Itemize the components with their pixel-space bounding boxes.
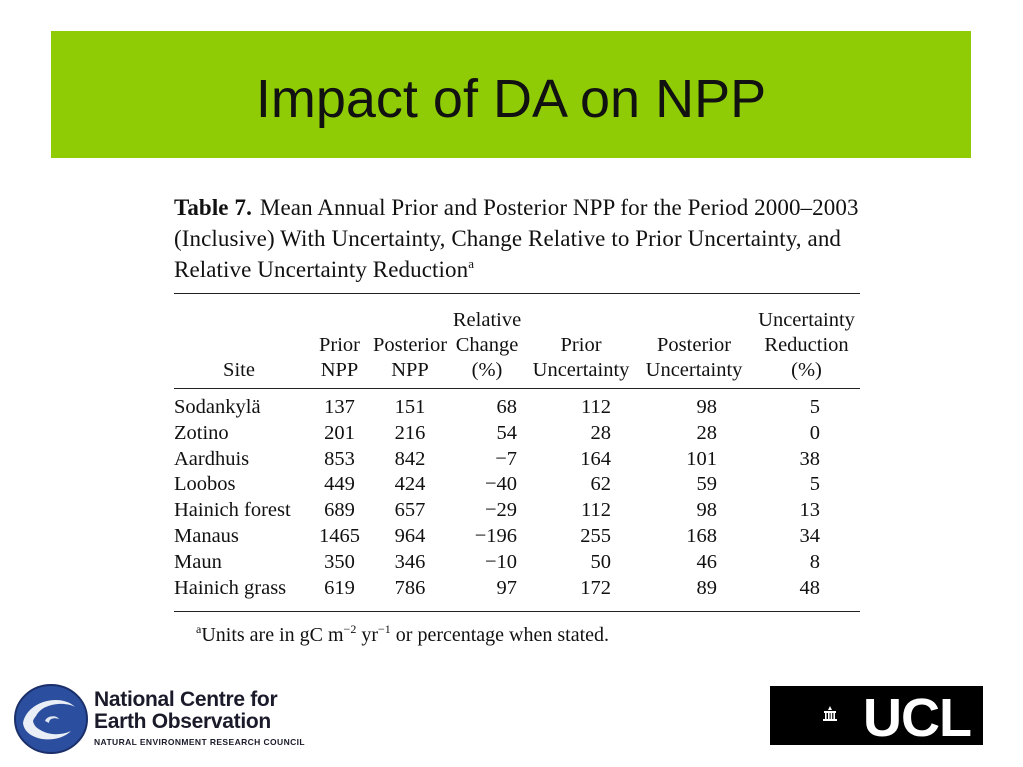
ncoe-council-line: NATURAL ENVIRONMENT RESEARCH COUNCIL: [94, 737, 306, 747]
cell-site: Manaus: [174, 524, 239, 547]
cell-posterior-npp: 216: [394, 421, 426, 444]
cell-site: Maun: [174, 550, 222, 573]
ncoe-wordmark: National Centre for Earth Observation NA…: [94, 688, 306, 748]
table-header: Site Prior NPP Posterior NPP Relative Chang…: [172, 303, 860, 383]
title-bar: Impact of DA on NPP: [51, 31, 971, 158]
cell-prior-uncertainty: 62: [590, 473, 612, 496]
cell-posterior-uncertainty: 168: [686, 524, 718, 547]
header-uncertainty-reduction: Uncertainty Reduction (%): [758, 309, 855, 381]
swirl-globe-icon: [14, 684, 88, 754]
cell-posterior-uncertainty: 89: [696, 576, 718, 599]
footnote-exponent: −1: [378, 622, 391, 636]
ncoe-name-line2: Earth Observation: [94, 710, 271, 733]
footnote-text: or percentage when stated.: [390, 624, 610, 646]
cell-uncertainty-reduction: 0: [809, 421, 821, 444]
cell-uncertainty-reduction: 38: [799, 447, 821, 470]
cell-relative-change: −40: [484, 473, 518, 496]
cell-uncertainty-reduction: 5: [809, 473, 821, 496]
table-row: Maun 350 346 −10 50 46 8: [172, 550, 860, 576]
header-site: Site: [223, 359, 255, 381]
cell-prior-uncertainty: 28: [590, 421, 612, 444]
cell-prior-uncertainty: 50: [590, 550, 612, 573]
cell-posterior-npp: 657: [394, 499, 426, 522]
cell-posterior-npp: 151: [394, 396, 426, 418]
cell-uncertainty-reduction: 34: [799, 524, 821, 547]
header-posterior-npp: Posterior NPP: [373, 334, 448, 381]
table-row: Zotino 201 216 54 28 28 0: [172, 421, 860, 447]
cell-posterior-npp: 786: [394, 576, 426, 599]
cell-site: Hainich grass: [174, 576, 287, 599]
header-posterior-uncertainty: Posterior Uncertainty: [645, 334, 743, 381]
cell-prior-npp: 1465: [319, 524, 360, 547]
cell-prior-uncertainty: 112: [581, 396, 612, 418]
cell-site: Aardhuis: [174, 447, 250, 470]
cell-posterior-npp: 424: [394, 473, 426, 496]
table-row: Hainich grass 619 786 97 172 89 48: [172, 576, 860, 602]
table-bottom-rule: [174, 611, 860, 612]
cell-prior-npp: 689: [324, 499, 355, 522]
cell-relative-change: 54: [496, 421, 518, 444]
cell-relative-change: −7: [495, 447, 518, 470]
table-header-rule: [174, 388, 860, 389]
table-footnote: aUnits are in gC m−2 yr−1 or percentage …: [196, 622, 609, 648]
cell-prior-uncertainty: 164: [580, 447, 612, 470]
npp-table: Site Prior NPP Posterior NPP Relative Chang…: [172, 303, 860, 601]
cell-uncertainty-reduction: 13: [799, 499, 821, 522]
footnote-text: yr: [356, 624, 378, 646]
cell-prior-uncertainty: 255: [580, 524, 612, 547]
cell-posterior-npp: 346: [394, 550, 426, 573]
caption-text: Mean Annual Prior and Posterior NPP for …: [174, 195, 859, 282]
ucl-logo: UCL: [770, 686, 983, 748]
header-prior-uncertainty: Prior Uncertainty: [532, 334, 630, 381]
table-caption: Table 7. Mean Annual Prior and Posterior …: [174, 192, 864, 285]
cell-prior-npp: 201: [324, 421, 355, 444]
table-top-rule: [174, 293, 860, 294]
ncoe-logo: [13, 683, 333, 755]
cell-relative-change: −10: [484, 550, 518, 573]
cell-posterior-uncertainty: 28: [696, 421, 718, 444]
cell-posterior-npp: 842: [394, 447, 426, 470]
header-prior-npp: Prior NPP: [319, 334, 360, 381]
cell-posterior-uncertainty: 101: [686, 447, 718, 470]
table-row: Sodankylä 137 151 68 112 98 5: [172, 395, 860, 421]
table-row: Hainich forest 689 657 −29 112 98 13: [172, 498, 860, 524]
cell-uncertainty-reduction: 8: [809, 550, 821, 573]
cell-relative-change: −29: [484, 499, 518, 522]
table-row: Manaus 1465 964 −196 255 168 34: [172, 524, 860, 550]
cell-prior-npp: 137: [324, 396, 355, 418]
cell-posterior-uncertainty: 98: [696, 499, 718, 522]
cell-posterior-uncertainty: 98: [696, 396, 718, 418]
cell-relative-change: 68: [496, 396, 518, 418]
cell-relative-change: −196: [474, 524, 518, 547]
cell-prior-npp: 350: [324, 550, 355, 573]
cell-site: Sodankylä: [174, 396, 261, 418]
cell-posterior-uncertainty: 46: [696, 550, 718, 573]
footnote-text: Units are in gC m: [201, 624, 344, 646]
portico-icon: [823, 706, 837, 721]
header-relative-change: Relative Change (%): [452, 309, 522, 381]
slide-title: Impact of DA on NPP: [255, 69, 767, 129]
cell-prior-npp: 619: [324, 576, 355, 599]
caption-label: Table 7.: [174, 195, 252, 220]
cell-prior-uncertainty: 172: [580, 576, 612, 599]
table-row: Aardhuis 853 842 −7 164 101 38: [172, 447, 860, 473]
cell-prior-npp: 853: [324, 447, 355, 470]
cell-site: Hainich forest: [174, 499, 291, 522]
cell-site: Loobos: [174, 473, 236, 496]
cell-uncertainty-reduction: 48: [799, 576, 821, 599]
caption-marker: a: [468, 256, 475, 271]
cell-prior-npp: 449: [324, 473, 355, 496]
ucl-wordmark: UCL: [863, 688, 972, 748]
cell-relative-change: 97: [496, 576, 518, 599]
ncoe-name-line1: National Centre for: [94, 688, 278, 711]
cell-prior-uncertainty: 112: [581, 499, 612, 522]
footnote-exponent: −2: [343, 622, 357, 636]
table-row: Loobos 449 424 −40 62 59 5: [172, 472, 860, 498]
cell-site: Zotino: [174, 421, 229, 444]
cell-posterior-uncertainty: 59: [696, 473, 718, 496]
cell-posterior-npp: 964: [394, 524, 426, 547]
footnote-marker: a: [196, 622, 202, 636]
table-body: Sodankylä 137 151 68 112 98 5 Zotino 201…: [172, 383, 860, 601]
cell-uncertainty-reduction: 5: [809, 396, 821, 418]
